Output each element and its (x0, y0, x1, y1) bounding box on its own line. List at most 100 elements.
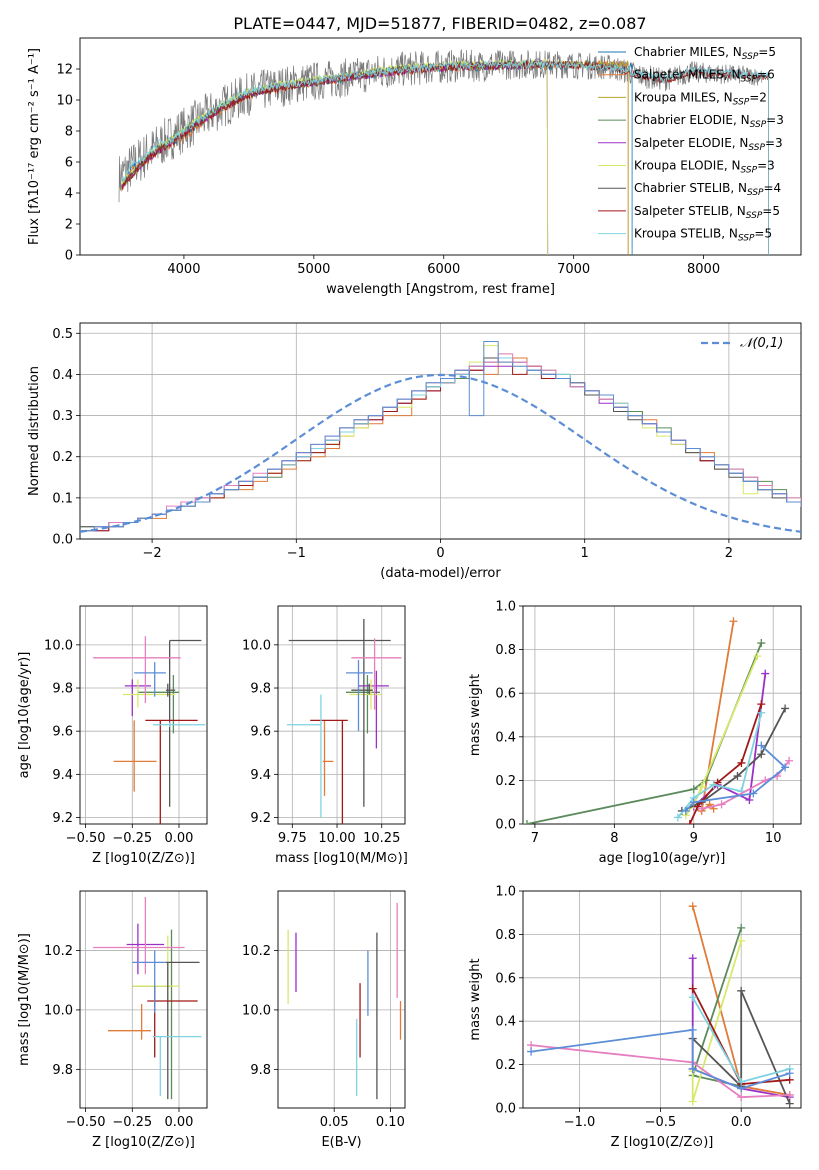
histogram-step-line (80, 357, 801, 528)
y-tick-label: 0.8 (495, 643, 516, 658)
x-tick-label: −0.50 (66, 831, 106, 846)
histogram-step-line (80, 357, 801, 532)
x-tick-label: 9 (690, 831, 698, 846)
y-tick-label: 4 (65, 187, 73, 202)
figure-title: PLATE=0447, MJD=51877, FIBERID=0482, z=0… (233, 14, 646, 33)
weight-marker (785, 1090, 794, 1099)
legend-label: Chabrier ELODIE, NSSP=3 (634, 113, 784, 130)
weight-marker (709, 780, 718, 789)
weight-marker (749, 789, 758, 798)
x-tick-label: 8000 (687, 262, 720, 277)
histogram-steps (80, 341, 801, 533)
weight-marker (757, 639, 766, 648)
axes-massweight_vs_age: 7 8 9 10 0.0 0.2 0.4 0.6 0.8 1.0 age [log10(age/yr… (468, 600, 802, 866)
y-tick-label: 10 (56, 94, 73, 109)
weight-marker (785, 1099, 794, 1108)
weight-marker (688, 1025, 697, 1034)
y-tick-label: 10.0 (242, 1003, 271, 1018)
y-tick-label: 0 (65, 249, 73, 264)
y-tick-label: 12 (56, 63, 73, 78)
y-tick-label: 9.2 (250, 811, 271, 826)
weight-marker (689, 785, 698, 794)
weight-marker (689, 798, 698, 807)
weight-marker (688, 1097, 697, 1106)
model-spectrum-line (121, 59, 769, 255)
model-spectrum-line (121, 60, 633, 255)
y-tick-label: 10.0 (242, 638, 271, 653)
y-tick-label: 9.8 (250, 1063, 271, 1078)
x-tick-label: −0.25 (112, 831, 152, 846)
x-tick-label: 0.00 (165, 1115, 194, 1130)
legend-label: Salpeter MILES, NSSP=6 (634, 68, 775, 85)
legend-label: Kroupa STELIB, NSSP=5 (634, 227, 772, 244)
axes-frame (522, 605, 802, 825)
histogram-step-line (80, 357, 801, 532)
x-tick-label: −2 (143, 546, 162, 561)
weight-marker (688, 984, 697, 993)
axes-mass_vs_EBV: 0.05 0.10 9.8 10.0 10.2 E(B-V) (242, 890, 406, 1150)
model-spectrum-line (121, 60, 769, 255)
y-tick-label: 1.0 (495, 885, 516, 900)
histogram-step-line (80, 361, 801, 532)
y-tick-label: 0.6 (495, 687, 516, 702)
weight-marker (673, 813, 682, 822)
x-tick-label: 10.25 (363, 831, 400, 846)
weight-lines-massweight_vs_age (523, 617, 794, 824)
axes-spectrum: 4000 5000 6000 7000 8000 0 2 4 6 8 10 12 wavelength … (27, 37, 802, 297)
weight-marker (737, 1084, 746, 1093)
weight-marker (785, 756, 794, 765)
axes-frame (79, 890, 208, 1109)
x-axis-label: Z [log10(Z/Z⊙)] (92, 851, 195, 866)
axes-mass_vs_Z: −0.50 −0.25 0.00 9.8 10.0 10.2 Z [log10(Z/Z⊙)]… (17, 890, 208, 1150)
y-axis-label: Normed distribution (27, 366, 42, 496)
x-axis-label: mass [log10(M/M⊙)] (275, 851, 408, 866)
weight-marker (757, 708, 766, 717)
x-tick-label: 7000 (557, 262, 590, 277)
model-spectrum-line (121, 59, 549, 255)
x-tick-label: 7 (531, 831, 539, 846)
x-tick-label: 0 (436, 546, 444, 561)
weight-marker (681, 806, 690, 815)
x-tick-label: 1 (581, 546, 589, 561)
axes-massweight_vs_Z: −1.0 −0.5 0.0 0.0 0.2 0.4 0.6 0.8 1.0 Z [log10(Z/… (468, 885, 802, 1150)
x-tick-label: 9.75 (278, 831, 307, 846)
y-tick-label: 0.6 (495, 971, 516, 986)
weight-marker (737, 986, 746, 995)
y-tick-label: 8 (65, 125, 73, 140)
errorbars-mass_vs_EBV (287, 902, 402, 1100)
y-tick-label: 10.2 (44, 944, 73, 959)
weight-marker (523, 820, 531, 824)
weight-marker (781, 763, 790, 772)
weight-marker (757, 741, 766, 750)
weight-marker (688, 1064, 697, 1073)
y-tick-label: 10.0 (44, 1003, 73, 1018)
y-axis-label: age [log10(age/yr)] (17, 652, 32, 779)
y-tick-label: 0.2 (495, 774, 516, 789)
y-tick-label: 9.6 (52, 725, 73, 740)
weight-marker (685, 820, 694, 824)
weight-marker (785, 1069, 794, 1078)
y-tick-label: 0.0 (495, 818, 516, 833)
weight-marker (737, 1093, 746, 1102)
legend-label: Salpeter STELIB, NSSP=5 (634, 204, 780, 221)
y-tick-label: 9.4 (52, 768, 73, 783)
x-tick-label: 0.05 (320, 1115, 349, 1130)
x-tick-label: 2 (725, 546, 733, 561)
x-tick-label: −0.5 (645, 1115, 677, 1130)
x-axis-label: E(B-V) (321, 1135, 361, 1150)
model-spectrum-line (121, 58, 549, 255)
y-tick-label: 0.2 (495, 1058, 516, 1073)
axes-age_vs_mass: 9.75 10.00 10.25 9.2 9.4 9.6 9.8 10.0 mass [log1… (242, 605, 408, 866)
histogram-step-line (80, 357, 801, 532)
weight-marker (688, 902, 697, 911)
x-tick-label: −0.50 (66, 1115, 106, 1130)
errorbars-age_vs_Z (93, 636, 206, 824)
weight-marker (737, 936, 746, 945)
axes-frame (522, 890, 802, 1109)
axes-frame (79, 605, 208, 825)
weight-marker (781, 704, 790, 713)
observed-spectrum (118, 49, 763, 203)
histogram-step-line (80, 357, 801, 528)
weight-marker (688, 954, 697, 963)
